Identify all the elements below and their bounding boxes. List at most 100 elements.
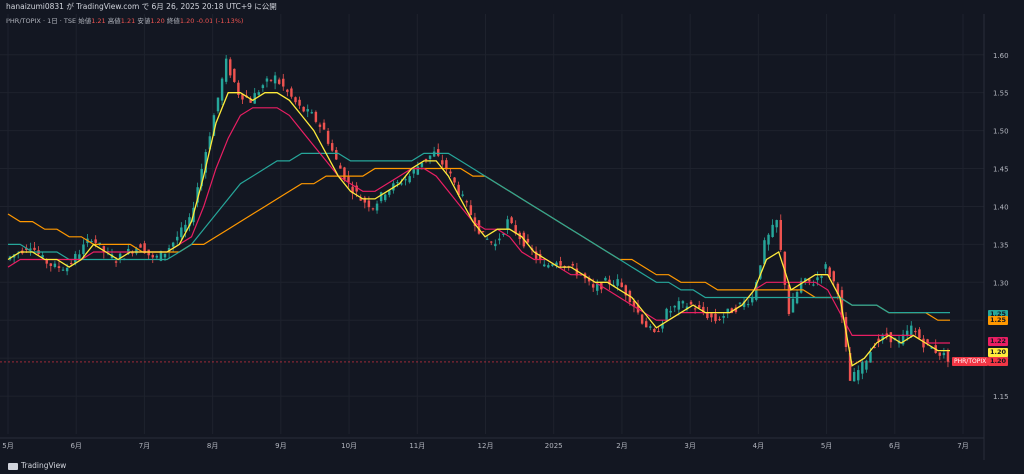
candle-body	[220, 78, 224, 101]
candle-body	[685, 306, 689, 310]
candle-body	[779, 219, 782, 250]
candle-body	[914, 331, 917, 333]
candle-body	[734, 307, 738, 312]
y-tick-label: 1.45	[993, 166, 1009, 174]
candle-body	[82, 244, 85, 255]
candle-body	[94, 239, 97, 243]
candle-body	[653, 328, 656, 332]
candle-body	[265, 78, 269, 82]
brand-footer[interactable]: TradingView	[0, 458, 208, 474]
candle-body	[408, 176, 411, 183]
candle-body	[57, 266, 61, 269]
candle-body	[436, 149, 440, 156]
candle-body	[477, 220, 481, 234]
candle-body	[339, 165, 342, 169]
symbol-price-tag: PHR/TOPIX	[952, 357, 989, 367]
candle-body	[485, 238, 489, 240]
x-tick-label: 9月	[275, 442, 286, 450]
candle-body	[102, 246, 106, 253]
candle-body	[608, 279, 611, 285]
candle-body	[257, 92, 261, 95]
candle-body	[143, 243, 146, 254]
candle-body	[188, 217, 191, 227]
candle-body	[196, 187, 199, 203]
candle-body	[828, 267, 831, 278]
candle-body	[649, 326, 652, 328]
price-chart[interactable]: 1.15 1.20 1.25 1.30 1.35 1.40 1.45 1.50 1.55 1.60…	[0, 14, 1024, 460]
candle-body	[791, 298, 795, 313]
legend-high-label: 高値	[107, 17, 121, 25]
candle-body	[624, 285, 628, 296]
candle-body	[840, 290, 844, 318]
legend-low-value: 1.20	[150, 17, 165, 25]
y-tick-label: 1.55	[993, 90, 1009, 98]
candle-body	[371, 208, 375, 210]
candle-body	[816, 277, 819, 281]
legend-symbol[interactable]: PHR/TOPIX · 1日 · TSE	[6, 17, 77, 25]
candle-body	[25, 247, 28, 251]
y-tick-label: 1.50	[993, 128, 1009, 136]
x-tick-label: 7月	[139, 442, 150, 450]
candle-body	[416, 166, 420, 175]
candle-body	[424, 158, 428, 161]
candle-body	[45, 259, 48, 264]
candle-body	[869, 352, 872, 363]
candle-body	[559, 261, 562, 266]
candle-body	[673, 305, 676, 308]
candle-body	[538, 253, 542, 260]
candle-body	[171, 242, 175, 247]
candle-body	[216, 97, 220, 112]
candle-body	[526, 238, 530, 243]
candle-body	[514, 225, 517, 234]
candle-body	[176, 236, 179, 241]
candle-body	[155, 255, 159, 258]
candle-body	[473, 217, 477, 227]
candle-body	[661, 323, 664, 329]
candle-body	[322, 122, 326, 130]
candle-body	[799, 280, 803, 293]
price-tag: 1.25	[988, 310, 1008, 320]
candle-body	[877, 338, 880, 342]
x-tick-label: 4月	[753, 442, 764, 450]
x-tick-label: 12月	[478, 442, 494, 450]
candle-body	[555, 262, 558, 266]
candle-body	[644, 321, 648, 328]
candle-body	[738, 302, 742, 304]
candle-body	[294, 97, 297, 103]
candle-body	[759, 265, 762, 279]
candle-body	[453, 177, 456, 183]
candle-body	[836, 283, 840, 295]
candle-body	[412, 169, 415, 174]
candle-body	[33, 247, 36, 250]
candle-body	[282, 78, 285, 87]
candle-body	[926, 339, 929, 343]
x-tick-label: 6月	[889, 442, 900, 450]
candle-body	[41, 255, 44, 258]
chart-svg[interactable]: 1.15 1.20 1.25 1.30 1.35 1.40 1.45 1.50 1.55 1.60…	[0, 14, 1024, 460]
candle-body	[808, 279, 811, 282]
candle-body	[90, 241, 93, 243]
candle-body	[861, 361, 864, 374]
candle-body	[208, 136, 212, 150]
x-tick-label: 7月	[957, 442, 968, 450]
candle-body	[441, 160, 444, 165]
candle-body	[767, 234, 770, 245]
candle-body	[857, 370, 860, 381]
candle-body	[261, 85, 265, 89]
candle-body	[290, 88, 293, 97]
candle-body	[318, 124, 322, 127]
candle-body	[449, 171, 452, 174]
candle-body	[65, 267, 69, 272]
candle-body	[204, 152, 208, 173]
x-tick-label: 8月	[207, 442, 218, 450]
candle-body	[755, 282, 758, 300]
candle-body	[490, 241, 493, 243]
candle-body	[180, 227, 183, 238]
candle-body	[657, 331, 660, 333]
candle-body	[74, 253, 77, 263]
candle-body	[901, 334, 905, 345]
candle-body	[200, 169, 203, 187]
legend-change: -0.01 (-1.13%)	[196, 17, 244, 25]
candle-body	[710, 313, 713, 318]
candle-body	[498, 238, 501, 241]
